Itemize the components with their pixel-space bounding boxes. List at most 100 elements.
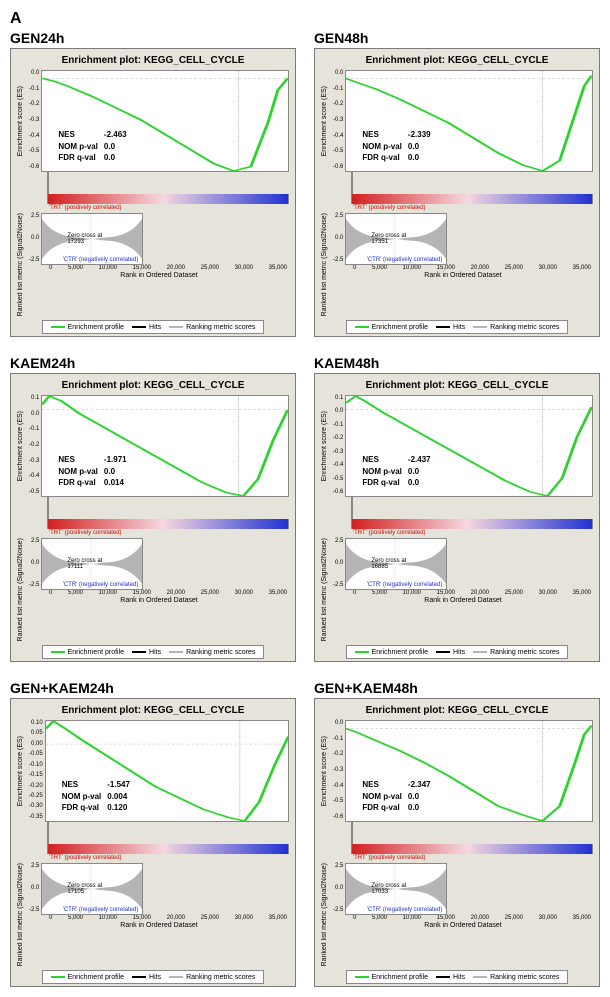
panel-cell: GEN+KAEM48h Enrichment plot: KEGG_CELL_CY… <box>314 680 600 987</box>
y-axis-label-rank: Ranked list metric (Signal2Noise) <box>17 538 29 641</box>
stat-value: 0.0 <box>408 478 435 488</box>
correlation-gradient <box>351 844 593 854</box>
y-axis-label-es: Enrichment score (ES) <box>321 86 333 156</box>
legend-enrichment-profile: Enrichment profile <box>51 324 124 331</box>
stats-box: NES-1.971NOM p-val0.0FDR q-val0.014 <box>56 453 132 490</box>
panel-cell: GEN+KAEM24h Enrichment plot: KEGG_CELL_CY… <box>10 680 296 987</box>
positive-correlation-label: 'TRT' (positively correlated) <box>353 855 426 863</box>
stat-value: 0.120 <box>107 803 134 813</box>
enrichment-plot-title: Enrichment plot: KEGG_CELL_CYCLE <box>321 705 593 716</box>
legend: Enrichment profile Hits Ranking metric sco… <box>42 320 265 334</box>
ranked-list-plot: Zero cross at 17351'CTR' (negatively cor… <box>345 213 447 265</box>
y-axis-label-es: Enrichment score (ES) <box>321 411 333 481</box>
y-axis-label-rank: Ranked list metric (Signal2Noise) <box>17 863 29 966</box>
positive-correlation-label: 'TRT' (positively correlated) <box>49 530 122 538</box>
zero-cross-label: Zero cross at 17111 <box>67 558 117 570</box>
x-axis-label: Rank in Ordered Dataset <box>29 272 289 279</box>
enrichment-score-plot: NES-2.463NOM p-val0.0FDR q-val0.0 <box>41 70 289 172</box>
legend-ranking-metric: Ranking metric scores <box>169 324 255 331</box>
legend-ranking-metric: Ranking metric scores <box>169 649 255 656</box>
negative-correlation-label: 'CTR' (negatively correlated) <box>63 582 139 588</box>
enrichment-plot-title: Enrichment plot: KEGG_CELL_CYCLE <box>17 705 289 716</box>
positive-correlation-label: 'TRT' (positively correlated) <box>49 205 122 213</box>
y-ticks: 0.0-0.1-0.2-0.3-0.4-0.5-0.6 <box>29 70 41 170</box>
rank-y-ticks: 2.50.0-2.5 <box>333 863 345 913</box>
gsea-panel: Enrichment plot: KEGG_CELL_CYCLE Enrichme… <box>10 698 296 987</box>
gsea-panel: Enrichment plot: KEGG_CELL_CYCLE Enrichme… <box>314 373 600 662</box>
hits-barcode <box>351 822 353 844</box>
rank-y-ticks: 2.50.0-2.5 <box>333 213 345 263</box>
x-axis-label: Rank in Ordered Dataset <box>333 597 593 604</box>
zero-cross-label: Zero cross at 17293 <box>67 233 117 245</box>
stat-label: NES <box>58 130 102 140</box>
enrichment-score-plot: NES-2.347NOM p-val0.0FDR q-val0.0 <box>345 720 593 822</box>
correlation-gradient <box>47 519 289 529</box>
stat-value: -1.547 <box>107 780 134 790</box>
stat-value: 0.0 <box>408 153 435 163</box>
stat-label: FDR q-val <box>58 153 102 163</box>
rank-y-ticks: 2.50.0-2.5 <box>333 538 345 588</box>
hits-barcode <box>47 822 49 844</box>
stat-label: NOM p-val <box>362 792 406 802</box>
legend: Enrichment profileHitsRanking metric sco… <box>42 645 265 659</box>
stat-label: NES <box>58 455 102 465</box>
panel-condition-title: GEN+KAEM24h <box>10 680 296 696</box>
y-ticks: 0.0-0.1-0.2-0.3-0.4-0.5-0.6 <box>333 70 345 170</box>
stat-label: NOM p-val <box>58 467 102 477</box>
x-ticks: 05,00010,00015,00020,00025,00030,00035,0… <box>47 265 289 271</box>
x-ticks: 05,00010,00015,00020,00025,00030,00035,0… <box>351 265 593 271</box>
x-ticks: 05,00010,00015,00020,00025,00030,00035,0… <box>47 915 289 921</box>
stat-label: FDR q-val <box>362 478 406 488</box>
x-ticks: 05,00010,00015,00020,00025,00030,00035,0… <box>351 590 593 596</box>
gsea-panel: Enrichment plot: KEGG_CELL_CYCLE Enrichme… <box>10 373 296 662</box>
legend-enrichment-profile: Enrichment profile <box>51 974 124 981</box>
legend-ranking-metric: Ranking metric scores <box>169 974 255 981</box>
legend-hits: Hits <box>132 974 161 981</box>
x-ticks: 05,00010,00015,00020,00025,00030,00035,0… <box>351 915 593 921</box>
legend: Enrichment profileHitsRanking metric sco… <box>346 645 569 659</box>
stat-value: 0.0 <box>408 467 435 477</box>
rank-y-ticks: 2.50.0-2.5 <box>29 863 41 913</box>
x-axis-label: Rank in Ordered Dataset <box>333 922 593 929</box>
panel-cell: GEN48hEnrichment plot: KEGG_CELL_CYCLEEn… <box>314 30 600 337</box>
enrichment-plot-title: Enrichment plot: KEGG_CELL_CYCLE <box>321 380 593 391</box>
x-axis-label: Rank in Ordered Dataset <box>333 272 593 279</box>
stat-value: 0.0 <box>408 142 435 152</box>
negative-correlation-label: 'CTR' (negatively correlated) <box>63 907 139 913</box>
stat-label: FDR q-val <box>362 803 406 813</box>
legend-enrichment-profile: Enrichment profile <box>355 649 428 656</box>
stat-label: NES <box>362 455 406 465</box>
ranked-list-plot: Zero cross at 17111 'CTR' (negatively cor… <box>41 538 143 590</box>
y-ticks: 0.10.0-0.1-0.2-0.3-0.4-0.5-0.6 <box>333 395 345 495</box>
negative-correlation-label: 'CTR' (negatively correlated) <box>367 257 443 263</box>
legend-enrichment-profile: Enrichment profile <box>355 974 428 981</box>
x-axis-label: Rank in Ordered Dataset <box>29 922 289 929</box>
legend: Enrichment profileHitsRanking metric sco… <box>346 320 569 334</box>
stat-value: -2.347 <box>408 780 435 790</box>
enrichment-plot-title: Enrichment plot: KEGG_CELL_CYCLE <box>17 380 289 391</box>
stat-value: -2.339 <box>408 130 435 140</box>
stat-label: NOM p-val <box>362 467 406 477</box>
gsea-panel: Enrichment plot: KEGG_CELL_CYCLEEnrichme… <box>314 48 600 337</box>
panel-cell: KAEM48hEnrichment plot: KEGG_CELL_CYCLEE… <box>314 355 600 662</box>
stat-value: 0.014 <box>104 478 131 488</box>
stat-label: FDR q-val <box>362 153 406 163</box>
panel-grid: GEN24hEnrichment plot: KEGG_CELL_CYCLEEn… <box>10 30 600 987</box>
enrichment-score-plot: NES-2.339NOM p-val0.0FDR q-val0.0 <box>345 70 593 172</box>
y-axis-label-es: Enrichment score (ES) <box>321 736 333 806</box>
panel-condition-title: GEN+KAEM48h <box>314 680 600 696</box>
y-axis-label-rank: Ranked list metric (Signal2Noise) <box>321 863 333 966</box>
y-axis-label-rank: Ranked list metric (Signal2Noise) <box>321 538 333 641</box>
enrichment-score-plot: NES-1.547NOM p-val0.004FDR q-val0.120 <box>45 720 289 822</box>
stat-value: -2.437 <box>408 455 435 465</box>
stats-box: NES-2.339NOM p-val0.0FDR q-val0.0 <box>360 128 436 165</box>
ranked-list-plot: Zero cross at 17105'CTR' (negatively cor… <box>41 863 143 915</box>
legend-hits: Hits <box>436 324 465 331</box>
enrichment-plot-title: Enrichment plot: KEGG_CELL_CYCLE <box>17 55 289 66</box>
y-axis-label-rank: Ranked list metric (Signal2Noise) <box>321 213 333 316</box>
legend-hits: Hits <box>132 324 161 331</box>
stat-value: 0.0 <box>408 803 435 813</box>
stats-box: NES-2.347NOM p-val0.0FDR q-val0.0 <box>360 778 436 815</box>
legend: Enrichment profileHitsRanking metric sco… <box>346 970 569 984</box>
stat-value: -2.463 <box>104 130 131 140</box>
